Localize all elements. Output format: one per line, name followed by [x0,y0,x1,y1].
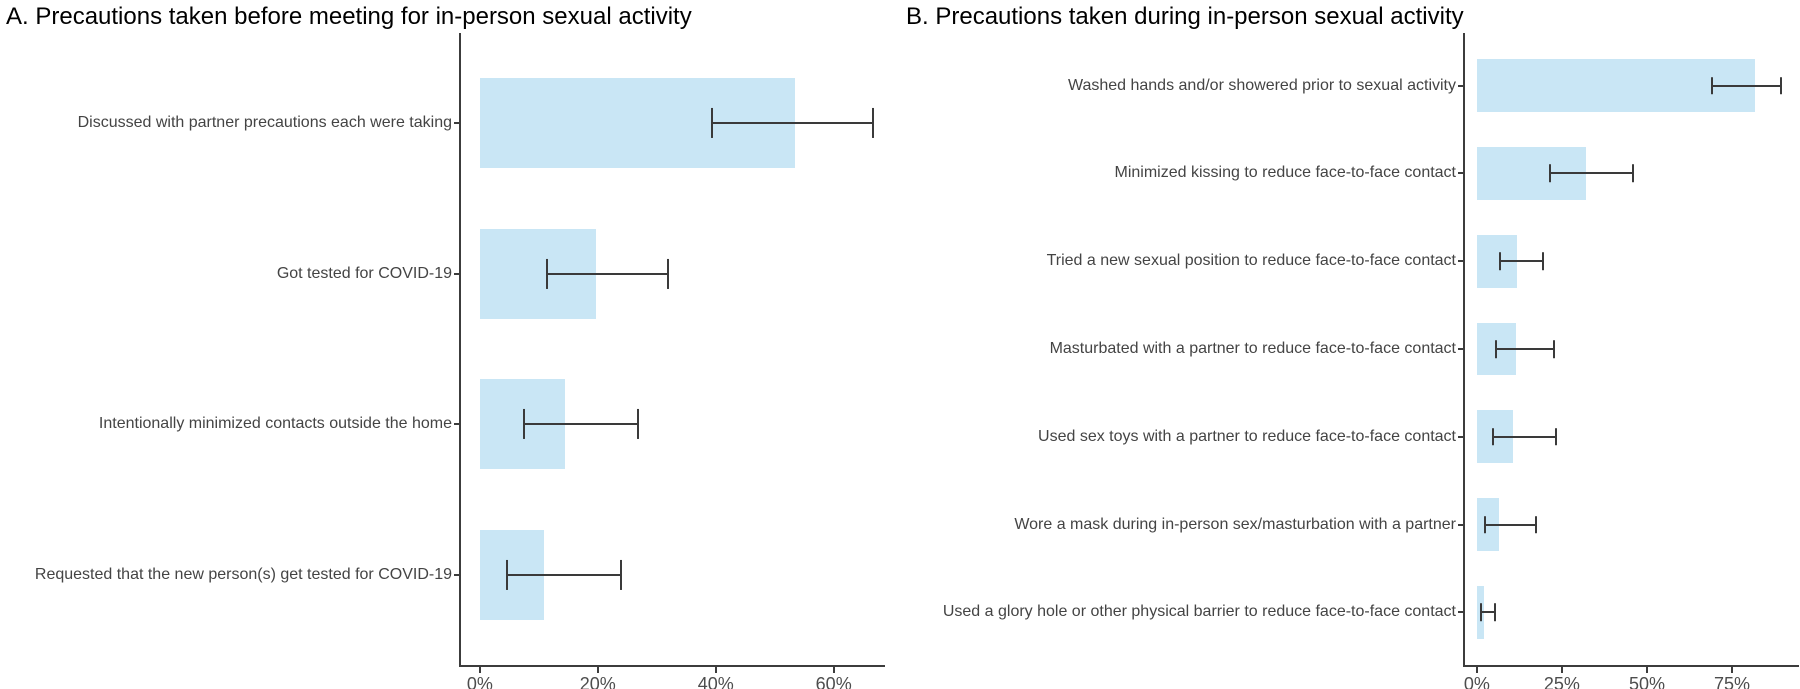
error-bar-cap [522,409,525,440]
error-bar-cap [620,559,623,590]
category-label: Requested that the new person(s) get tes… [34,565,452,583]
x-axis-tick-mark [1560,667,1563,673]
panel-b: B. Precautions taken during in-person se… [900,0,1800,689]
category-label: Used sex toys with a partner to reduce f… [1038,427,1456,445]
panel-a: A. Precautions taken before meeting for … [6,3,885,689]
error-bar-line [523,423,638,426]
x-axis-tick-mark [596,667,599,673]
error-bar-cap [871,108,874,139]
category-tick-mark [1458,260,1463,263]
error-bar-cap [1541,252,1544,270]
error-bar-cap [666,258,669,289]
x-axis-tick-label: 20% [579,674,616,689]
category-tick-mark [454,423,459,426]
x-axis-tick-mark [1475,667,1478,673]
category-label: Minimized kissing to reduce face-to-face… [1114,164,1456,182]
error-bar-cap [1491,427,1494,446]
category-label: Got tested for COVID-19 [276,264,452,282]
error-bar-line [1480,611,1495,614]
category-tick-mark [454,122,459,125]
error-bar-cap [1554,427,1557,446]
error-bar-cap [710,108,713,139]
panel-b-plot-area: Washed hands and/or showered prior to se… [943,33,1799,689]
category-tick-mark [454,573,459,576]
error-bar-cap [1779,76,1782,95]
category-tick-mark [1458,84,1463,87]
category-tick-mark [1458,172,1463,175]
bar [1476,59,1756,112]
panel-a-plot-area: Discussed with partner precautions each … [35,33,885,689]
x-axis-tick-label: 60% [815,674,852,689]
category-tick-mark [1458,348,1463,350]
x-axis-tick-label: 75% [1713,674,1750,689]
error-bar-line [711,122,873,125]
category-label: Tried a new sexual position to reduce fa… [1046,252,1456,270]
error-bar-cap [1479,603,1482,622]
category-label: Intentionally minimized contacts outside… [98,415,452,433]
error-bar-cap [1494,340,1497,358]
error-bar-line [506,573,622,576]
error-bar-cap [1535,515,1538,534]
category-label: Used a glory hole or other physical barr… [942,603,1456,621]
error-bar-cap [636,409,639,440]
error-bar-cap [545,258,548,289]
error-bar-line [1711,84,1781,87]
error-bar-line [1550,172,1633,175]
error-bar-cap [1493,603,1496,622]
error-bar-line [1492,435,1556,438]
panel-b-title: B. Precautions taken during in-person se… [906,3,1464,30]
category-label: Wore a mask during in-person sex/masturb… [1014,515,1456,533]
category-tick-mark [1458,435,1463,438]
x-axis-tick-mark [1645,667,1648,673]
error-bar-line [1485,523,1537,526]
error-bar-cap [1552,340,1555,358]
error-bar-cap [505,559,508,590]
panel-a-title: A. Precautions taken before meeting for … [6,3,692,30]
x-axis-tick-label: 0% [1463,674,1490,689]
category-tick-mark [1458,611,1463,614]
category-label: Masturbated with a partner to reduce fac… [1049,340,1456,357]
error-bar-line [1500,260,1543,263]
category-tick-mark [454,272,459,275]
x-axis-tick-mark [832,667,835,673]
category-tick-mark [1458,523,1463,526]
x-axis-tick-label: 25% [1543,674,1580,689]
error-bar-cap [1710,76,1713,95]
error-bar-cap [1499,252,1502,270]
error-bar-cap [1549,164,1552,183]
x-axis-tick-mark [714,667,717,673]
error-bar-line [1495,348,1554,350]
category-label: Discussed with partner precautions each … [77,114,452,132]
x-axis-tick-mark [478,667,481,673]
error-bar-cap [1484,515,1487,534]
x-axis-tick-label: 50% [1628,674,1665,689]
x-axis-tick-label: 40% [697,674,734,689]
error-bar-line [546,272,668,275]
category-label: Washed hands and/or showered prior to se… [1067,76,1456,94]
x-axis-tick-label: 0% [466,674,493,689]
error-bar-cap [1632,164,1635,183]
x-axis-tick-mark [1730,667,1733,673]
